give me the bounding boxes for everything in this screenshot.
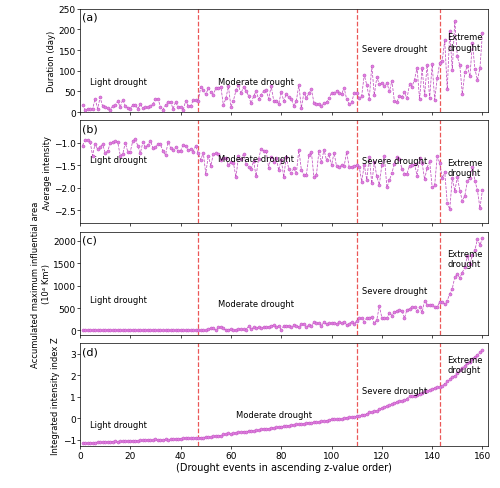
Text: Extreme
drought: Extreme drought — [448, 355, 483, 375]
Text: Moderate drought: Moderate drought — [218, 78, 294, 86]
Text: Moderate drought: Moderate drought — [236, 410, 312, 419]
Text: Light drought: Light drought — [90, 421, 147, 429]
Text: (b): (b) — [82, 124, 98, 134]
Text: (c): (c) — [82, 235, 97, 245]
Text: Severe drought: Severe drought — [362, 286, 427, 295]
Text: (a): (a) — [82, 13, 98, 23]
Text: Severe drought: Severe drought — [362, 386, 427, 395]
Y-axis label: Accumulated maximum influential area
(10⁴ Km²): Accumulated maximum influential area (10… — [32, 201, 51, 367]
Text: Severe drought: Severe drought — [362, 44, 427, 53]
Text: Extreme
drought: Extreme drought — [448, 33, 483, 52]
Text: Moderate drought: Moderate drought — [218, 300, 294, 308]
Text: Moderate drought: Moderate drought — [218, 155, 294, 163]
Text: Light drought: Light drought — [90, 78, 147, 86]
Y-axis label: Integrated intensity index Z: Integrated intensity index Z — [52, 336, 60, 454]
Text: Extreme
drought: Extreme drought — [448, 159, 483, 178]
Text: Severe drought: Severe drought — [362, 157, 427, 166]
Text: Light drought: Light drought — [90, 156, 147, 165]
X-axis label: (Drought events in ascending z-value order): (Drought events in ascending z-value ord… — [176, 463, 392, 472]
Y-axis label: Average intensity: Average intensity — [43, 136, 52, 209]
Text: (d): (d) — [82, 346, 98, 357]
Text: Light drought: Light drought — [90, 295, 147, 304]
Text: Extreme
drought: Extreme drought — [448, 249, 483, 269]
Y-axis label: Duration (day): Duration (day) — [48, 31, 56, 92]
